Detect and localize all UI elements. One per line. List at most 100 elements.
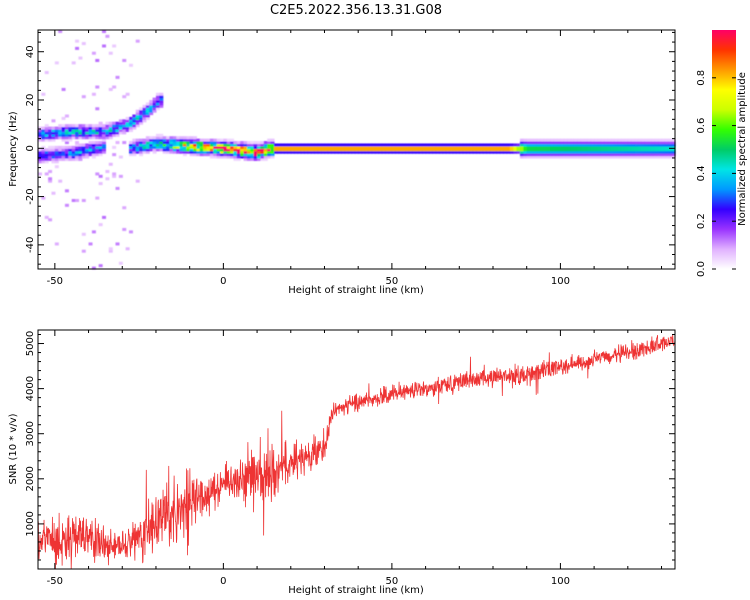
spectrogram-cell [51,126,56,130]
spectrogram-cell [246,157,251,161]
spectrogram-cell [385,150,390,154]
spectrogram-cell [577,155,582,159]
spectrogram-cell [182,145,187,149]
spectrogram-cell [469,150,474,154]
spectrogram-cell [129,145,133,149]
spectrogram-cell [466,143,471,147]
spectrogram-cell [358,150,363,154]
spectrogram-cell [98,153,103,157]
spectrogram-cell [482,143,487,147]
spectrogram-cell [418,145,423,149]
spectrogram-cell [64,150,69,154]
spectrogram-cell [108,162,113,166]
spectrogram-cell [260,143,265,147]
spectrogram-cell [139,116,144,120]
spectrogram-cell [442,143,447,147]
spectrogram-cell [664,150,669,154]
spectrogram-cell [193,136,198,140]
spectrogram-cell [479,150,484,154]
spectrogram-cell [236,150,241,154]
spectrogram-cell [398,143,403,147]
spectrogram-cell [418,148,423,152]
spectrogram-cell [243,141,248,145]
spectrogram-cell [122,119,127,123]
spectrogram-cell [91,141,96,145]
spectrogram-cell [253,143,258,147]
spectrogram-cell [44,215,49,219]
spectrogram-cell [364,148,369,152]
spectrogram-cell [267,155,272,159]
spectrogram-cell [553,145,558,149]
spectrogram-cell [398,145,403,149]
spectrogram-cell [102,131,107,135]
spectrogram-cell [361,143,366,147]
spectrogram-cell [267,145,272,149]
spectrogram-cell [671,141,676,145]
spectrogram-cell [71,155,76,159]
spectrogram-cell [85,124,90,128]
spectrogram-cell [469,143,474,147]
spectrogram-cell [155,104,160,108]
spectrogram-cell [71,145,76,149]
spectrogram-cell [432,143,437,147]
spectrogram-cell [634,138,639,142]
spectrogram-cell [334,150,339,154]
spectrogram-cell [230,148,235,152]
spectrogram-cell [627,150,632,154]
spectrogram-cell [503,148,508,152]
spectrogram-cell [64,133,69,137]
spectrogram-cell [145,141,150,145]
spectrogram-cell [557,143,562,147]
spectrogram-cell [152,148,157,152]
spectrogram-cell [139,141,144,145]
spectrogram-cell [526,143,531,147]
spectrogram-cell [290,145,295,149]
spectrogram-cell [220,153,224,157]
spectrogram-cell [78,153,83,157]
spectrogram-cell [621,148,626,152]
spectrogram-cell [600,153,605,157]
spectrogram-cell [597,153,602,157]
spectrogram-cell [85,155,90,159]
spectrogram-cell [230,153,235,157]
spectrogram-cell [526,148,531,152]
spectrogram-cell [142,116,147,120]
spectrogram-cell [51,133,56,137]
spectrogram-cell [594,148,599,152]
spectrogram-cell [68,157,73,161]
spectrogram-cell [550,155,555,159]
spectrogram-cell [280,143,285,147]
spectrogram-cell [624,143,629,147]
spectrogram-cell [546,143,551,147]
spectrogram-cell [260,157,265,161]
spectrogram-cell [533,138,538,142]
spectrogram-cell [145,143,150,147]
spectrogram-cell [476,145,481,149]
spectrogram-cell [75,157,80,161]
spectrogram-cell [321,148,326,152]
spectrogram-cell [391,145,396,149]
spectrogram-cell [580,138,585,142]
spectrogram-cell [44,148,49,152]
spectrogram-cell [378,148,383,152]
spectrogram-cell [41,131,46,135]
spectrogram-cell [118,119,123,123]
spectrogram-cell [48,148,53,152]
spectrogram-cell [186,141,191,145]
spectrogram-cell [102,145,107,149]
spectrogram-cell [78,56,83,60]
colorbar-tick-label: 0.2 [696,213,707,229]
spectrogram-cell [418,150,423,154]
snr-ylabel: SNR (10 * v/v) [8,413,19,484]
spectrogram-cell [186,150,191,154]
spectrogram-cell [209,148,214,152]
spectrogram-cell [641,141,646,145]
spectrogram-cell [439,143,444,147]
spectrogram-cell [203,153,208,157]
spectrogram-cell [189,143,194,147]
spectrogram-cell [125,92,130,96]
spectrogram-cell [263,143,268,147]
spectrogram-cell [216,145,221,149]
spectrogram-cell [388,150,393,154]
spectrogram-cell [226,155,231,159]
